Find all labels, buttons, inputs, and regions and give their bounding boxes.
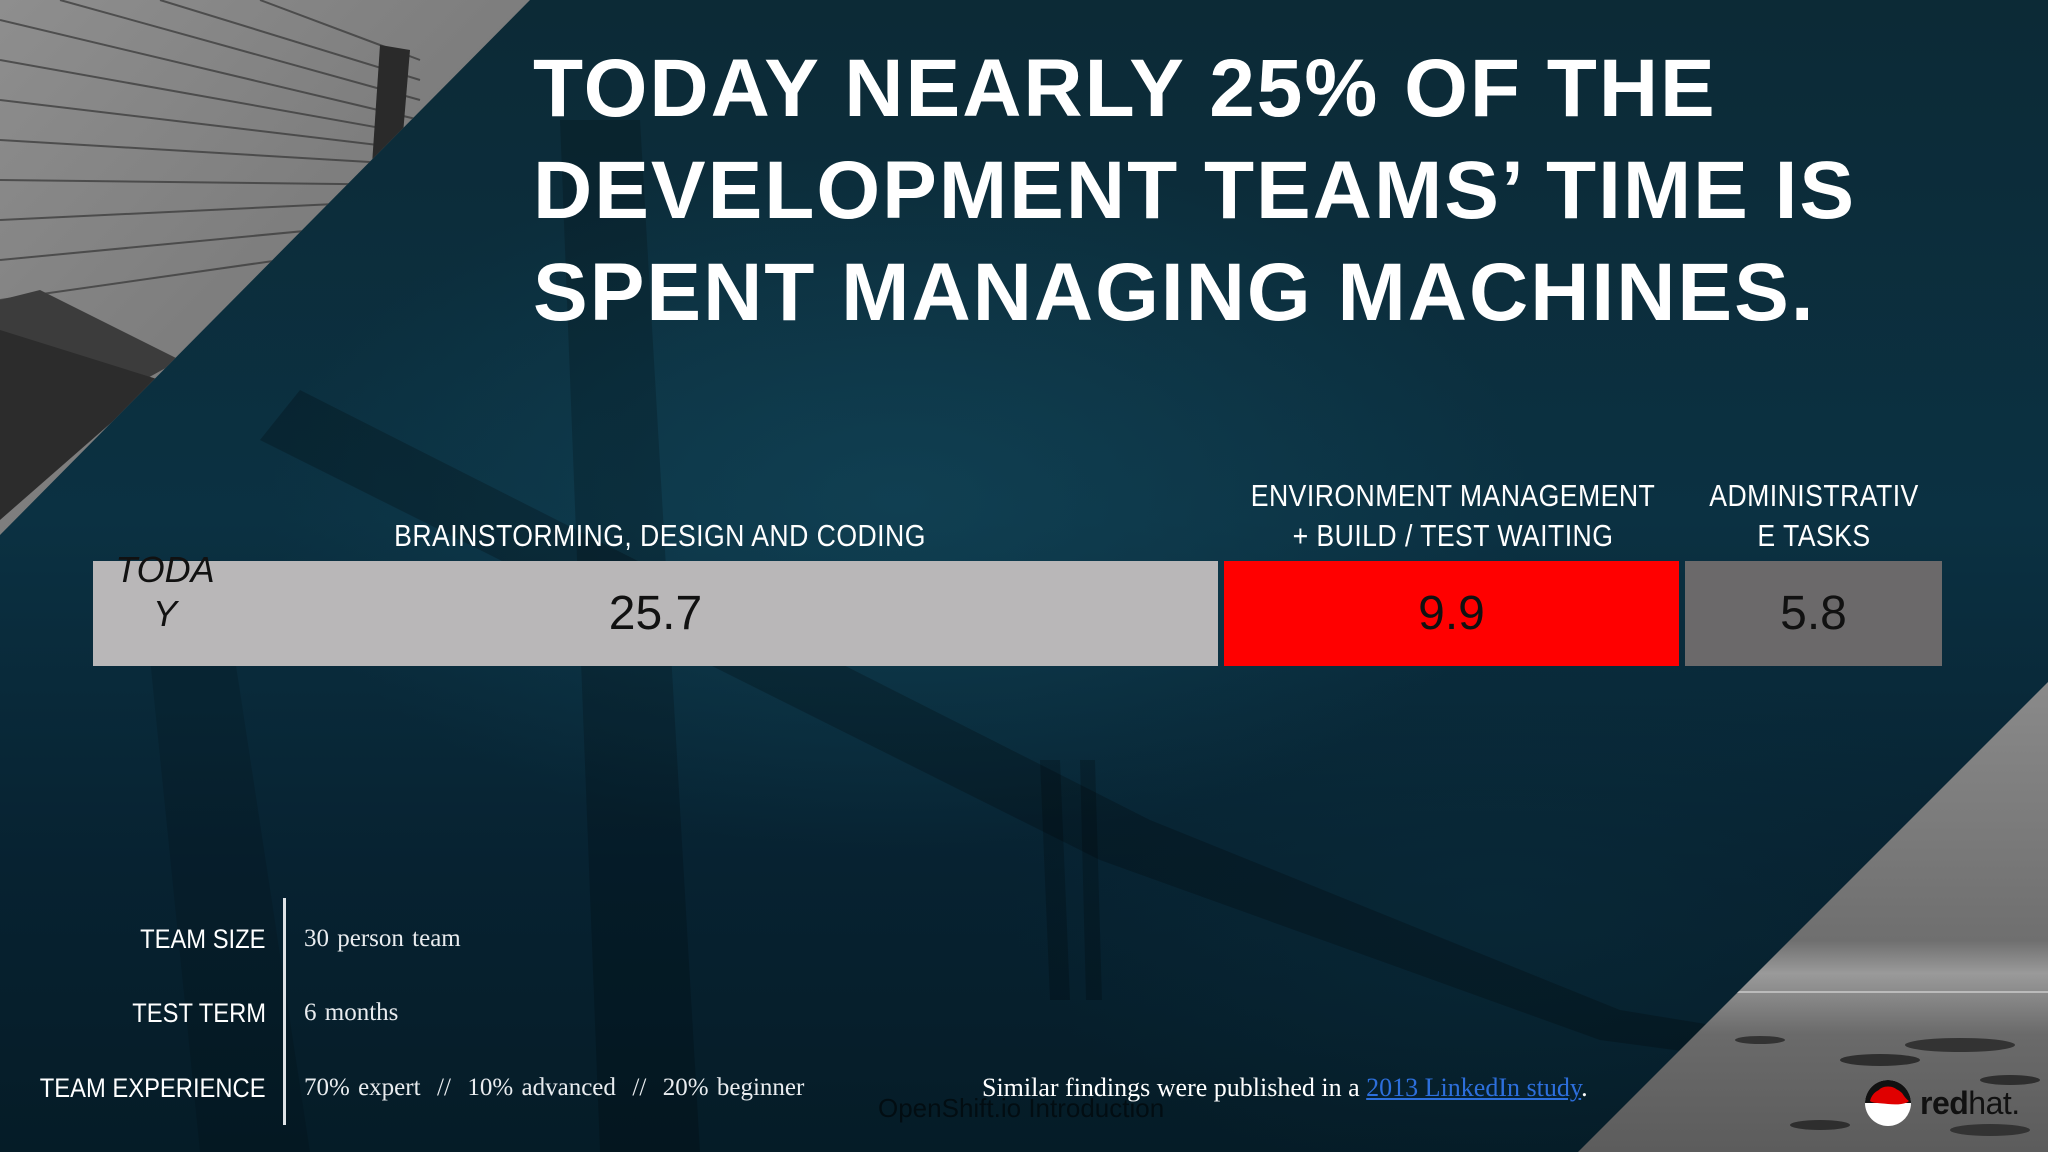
- title-line-2: DEVELOPMENT TEAMS’ TIME IS: [533, 145, 1857, 236]
- bar-row-label: TODA Y: [110, 548, 220, 636]
- redhat-wordmark: redhat.: [1920, 1085, 2020, 1122]
- title-line-3: SPENT MANAGING MACHINES.: [533, 247, 1816, 338]
- linkedin-study-link[interactable]: 2013 LinkedIn study: [1366, 1073, 1582, 1102]
- legend-label-line-1: ENVIRONMENT MANAGEMENT: [1250, 478, 1656, 513]
- legend-label-line-2: + BUILD / TEST WAITING: [1292, 518, 1614, 553]
- info-label-team-experience: TEAM EXPERIENCE: [40, 1073, 266, 1103]
- title-line-1: TODAY NEARLY 25% OF THE: [533, 43, 1717, 134]
- bar-segment-brainstorming: 25.7: [93, 561, 1218, 666]
- logo-text-bold: red: [1920, 1084, 1969, 1121]
- bar-segment-environment-management: 9.9: [1224, 561, 1679, 666]
- footnote-prefix: Similar findings were published in a: [982, 1073, 1367, 1102]
- info-divider: [283, 898, 286, 1125]
- bar-value-label: 9.9: [1418, 587, 1485, 640]
- legend-label-line-1: ADMINISTRATIV: [1709, 478, 1919, 513]
- bar-value-label: 25.7: [608, 587, 703, 640]
- logo-text-light: hat.: [1968, 1084, 2020, 1121]
- shoreline-triangle: [1578, 682, 2048, 1152]
- row-label-line-1: TODA: [115, 549, 215, 590]
- footnote-suffix: .: [1581, 1073, 1588, 1102]
- legend-label-line-2: E TASKS: [1757, 518, 1871, 553]
- footnote: Similar findings were published in a 201…: [982, 1073, 1588, 1103]
- info-value-team-size: 30 person team: [304, 925, 461, 952]
- info-value-test-term: 6 months: [304, 999, 399, 1026]
- bar-value-label: 5.8: [1780, 587, 1847, 640]
- legend-label-text: BRAINSTORMING, DESIGN AND CODING: [394, 518, 926, 553]
- info-label-test-term: TEST TERM: [132, 998, 266, 1028]
- slide-title: TODAY NEARLY 25% OF THE DEVELOPMENT TEAM…: [533, 38, 1933, 344]
- presentation-watermark: OpenShift.io Introduction: [878, 1093, 1165, 1123]
- bar-segment-administrative-tasks: 5.8: [1685, 561, 1942, 666]
- redhat-logo: redhat.: [1864, 1079, 2020, 1127]
- red-hat-shadowman-icon: [1865, 1080, 1911, 1126]
- row-label-line-2: Y: [152, 593, 177, 634]
- info-label-team-size: TEAM SIZE: [140, 924, 266, 954]
- legend-label-administrative-tasks: ADMINISTRATIV E TASKS: [1699, 476, 1929, 556]
- legend-label-brainstorming: BRAINSTORMING, DESIGN AND CODING: [385, 516, 935, 556]
- info-value-team-experience: 70% expert // 10% advanced // 20% beginn…: [304, 1074, 805, 1101]
- legend-label-environment-management: ENVIRONMENT MANAGEMENT + BUILD / TEST WA…: [1235, 476, 1670, 556]
